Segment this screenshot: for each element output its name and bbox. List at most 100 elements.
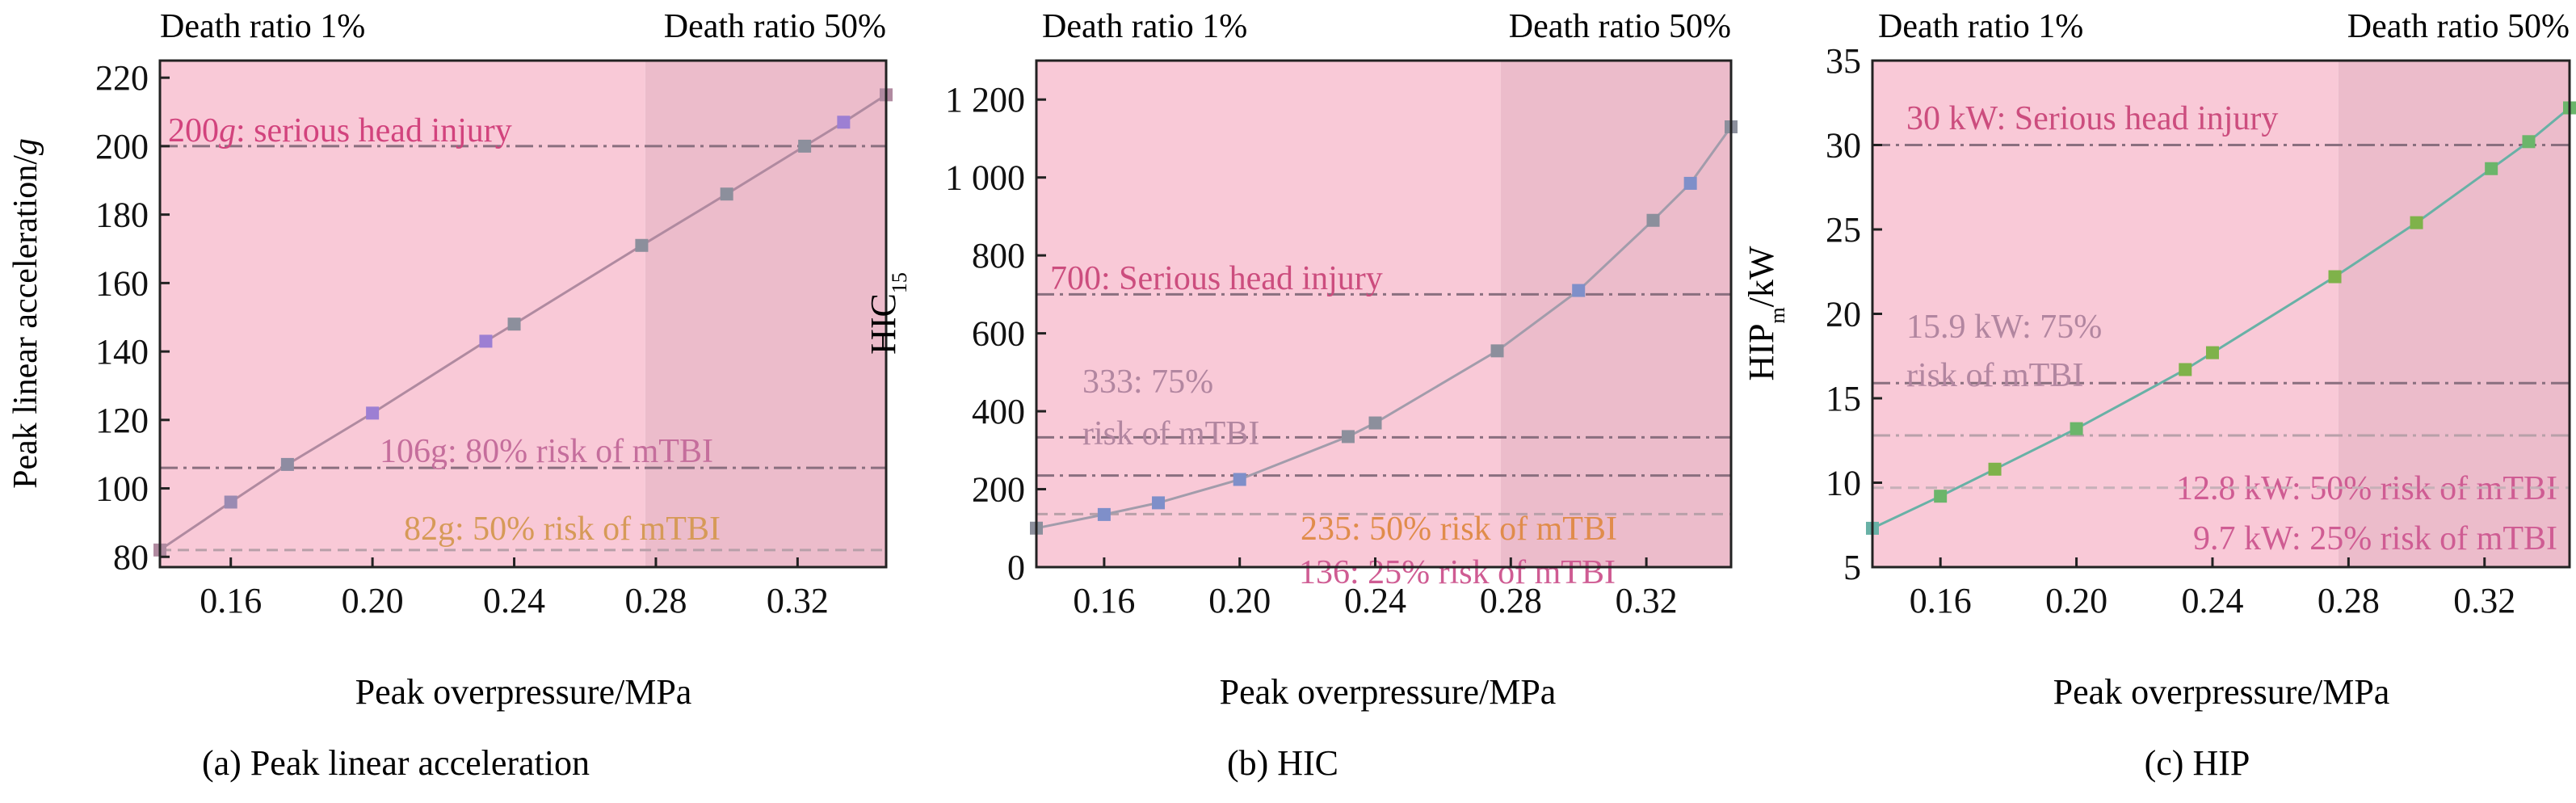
panel-b: Death ratio 1% Death ratio 50% 700: Seri… [864, 8, 1738, 783]
data-point [2205, 346, 2219, 359]
data-point [2070, 422, 2083, 435]
thresholds: 700: Serious head injury 333: 75% risk of … [1036, 260, 1731, 591]
threshold-label: 9.7 kW: 25% risk of mTBI [2193, 520, 2557, 557]
y-tick-label: 600 [972, 314, 1025, 354]
x-axis-label: Peak overpressure/MPa [1220, 672, 1557, 712]
death-ratio-50-label: Death ratio 50% [2347, 8, 2570, 45]
y-tick-label: 80 [113, 537, 149, 577]
x-tick-label: 0.24 [2181, 581, 2243, 620]
y-tick-label: 20 [1826, 295, 1861, 334]
axes: 0.16 0.20 0.24 0.28 0.32 5 10 15 20 25 30 35 [1826, 41, 2571, 620]
y-tick-label: 5 [1843, 548, 1861, 587]
data-point [837, 116, 851, 129]
x-tick-label: 0.32 [767, 581, 829, 620]
y-tick-label: 0 [1007, 548, 1025, 587]
data-point [224, 495, 237, 509]
data-point [507, 317, 521, 331]
y-tick-label: 1 200 [945, 80, 1025, 120]
x-tick-label: 0.20 [342, 581, 404, 620]
data-point [2522, 135, 2536, 149]
threshold-label: 700: Serious head injury [1050, 260, 1383, 297]
markers [1866, 101, 2576, 535]
y-tick-label: 200 [95, 127, 149, 166]
panel-caption: (b) HIC [1227, 743, 1338, 783]
threshold-label: 82g: 50% risk of mTBI [404, 511, 721, 548]
x-tick-label: 0.28 [1480, 581, 1542, 620]
death-ratio-50-label: Death ratio 50% [1509, 8, 1731, 45]
x-tick-label: 0.28 [2318, 581, 2380, 620]
axes: 0.16 0.20 0.24 0.28 0.32 80 100 120 140 160 180 200… [95, 58, 888, 620]
data-point [798, 139, 812, 153]
y-tick-label: 200 [972, 470, 1025, 510]
death-ratio-1-label: Death ratio 1% [1042, 8, 1247, 45]
data-point [2410, 216, 2423, 229]
y-tick-label: 800 [972, 236, 1025, 275]
x-tick-label: 0.24 [1344, 581, 1406, 620]
threshold-label: risk of mTBI [1082, 415, 1259, 452]
y-tick-label: 140 [95, 332, 149, 372]
death-ratio-1-label: Death ratio 1% [1878, 8, 2083, 45]
threshold-label: 15.9 kW: 75% [1906, 309, 2102, 346]
plot-region-right [1500, 61, 1731, 567]
x-tick-label: 0.28 [624, 581, 687, 620]
data-point [280, 457, 294, 471]
data-point [1097, 507, 1111, 521]
data-point [1646, 213, 1660, 227]
death-ratio-50-label: Death ratio 50% [664, 8, 886, 45]
y-tick-label: 35 [1826, 41, 1861, 81]
panel-caption: (c) HIP [2145, 743, 2250, 783]
y-axis-label: Peak linear acceleration/g [7, 138, 44, 489]
threshold-label: 30 kW: Serious head injury [1906, 100, 2278, 137]
threshold-label: 12.8 kW: 50% risk of mTBI [2176, 470, 2557, 507]
thresholds: 200g: serious head injury 106g: 80% risk … [160, 112, 886, 552]
data-point [2485, 162, 2498, 175]
y-tick-label: 180 [95, 195, 149, 235]
threshold-label: risk of mTBI [1906, 357, 2083, 394]
data-point [720, 187, 733, 201]
y-tick-label: 10 [1826, 464, 1861, 503]
x-tick-label: 0.16 [1073, 581, 1135, 620]
y-tick-label: 120 [95, 401, 149, 440]
data-point [1152, 496, 1166, 510]
data-point [635, 238, 649, 252]
y-tick-label: 160 [95, 263, 149, 303]
y-tick-label: 220 [95, 58, 149, 98]
data-point [2328, 270, 2342, 284]
data-point [1490, 344, 1504, 358]
y-axis-label: HIC15 [864, 272, 911, 355]
data-point [366, 406, 380, 420]
thresholds: 30 kW: Serious head injury 15.9 kW: 75% ri… [1872, 100, 2570, 557]
threshold-label: 106g: 80% risk of mTBI [380, 433, 713, 470]
plot-frame [1035, 59, 1733, 569]
x-tick-label: 0.20 [2045, 581, 2107, 620]
data-point [1988, 462, 2002, 476]
y-tick-label: 100 [95, 469, 149, 509]
x-tick-label: 0.24 [483, 581, 545, 620]
y-axis-label: HIPm/kW [1742, 246, 1789, 380]
y-tick-label: 30 [1826, 126, 1861, 166]
y-tick-label: 15 [1826, 379, 1861, 418]
y-tick-label: 400 [972, 392, 1025, 431]
data-point [1934, 490, 1948, 503]
threshold-label: 136: 25% risk of mTBI [1299, 554, 1616, 591]
y-tick-label: 1 000 [945, 158, 1025, 198]
x-axis-label: Peak overpressure/MPa [355, 672, 692, 712]
death-ratio-1-label: Death ratio 1% [160, 8, 365, 45]
x-tick-label: 0.16 [200, 581, 262, 620]
data-point [1683, 176, 1697, 190]
y-tick-label: 25 [1826, 210, 1861, 250]
data-point [2179, 363, 2192, 376]
x-axis-label: Peak overpressure/MPa [2053, 672, 2390, 712]
plot-region-right [645, 61, 886, 567]
data-point [1572, 284, 1586, 297]
x-tick-label: 0.32 [1616, 581, 1678, 620]
panel-a: Death ratio 1% Death ratio 50% 200g: ser… [7, 8, 893, 783]
data-point [1368, 416, 1382, 430]
markers [153, 88, 893, 557]
plot-frame [158, 59, 888, 569]
data-point [479, 334, 493, 348]
axes: 0.16 0.20 0.24 0.28 0.32 0 200 400 600 800 1 000 1 … [945, 59, 1733, 620]
panel-c: Death ratio 1% Death ratio 50% 30 kW: Se… [1742, 8, 2576, 783]
